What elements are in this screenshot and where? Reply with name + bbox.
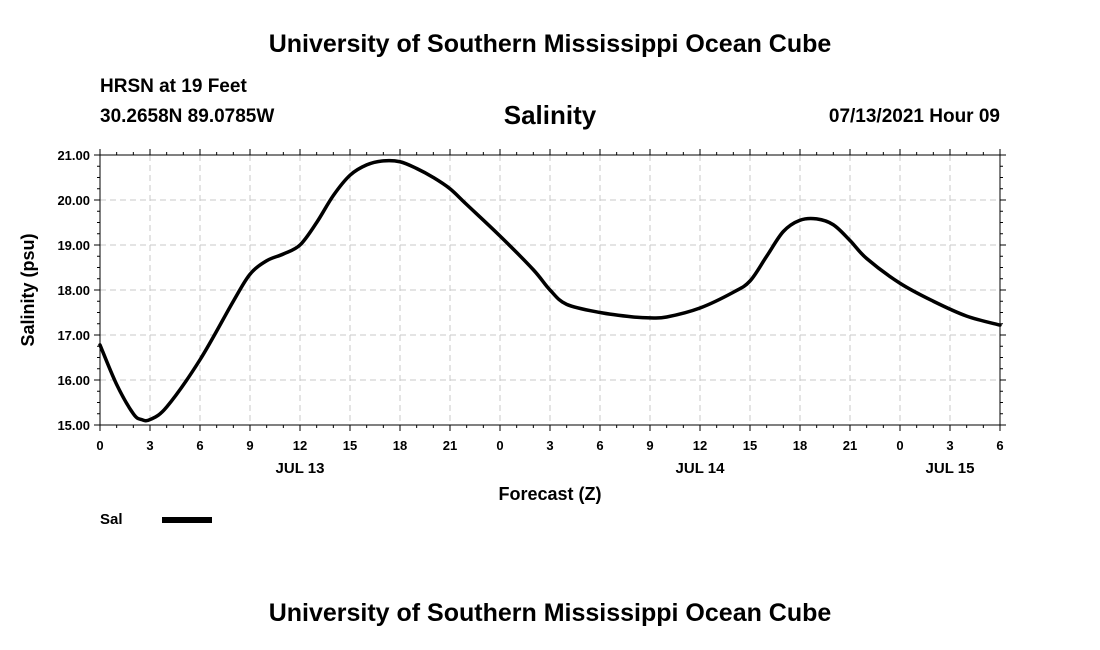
page-title: University of Southern Mississippi Ocean… (268, 30, 832, 58)
x-axis-label: Forecast (Z) (498, 484, 601, 504)
x-tick-label: 0 (96, 438, 103, 453)
y-tick-label: 20.00 (57, 193, 90, 208)
x-tick-label: 6 (996, 438, 1003, 453)
y-tick-label: 16.00 (57, 373, 90, 388)
axis-ticks: 0 3 6 9 12 15 18 21 0 3 6 9 12 15 18 21 0 3 6 15.00 16.00 17.… (57, 148, 1006, 477)
x-tick-label: 12 (293, 438, 307, 453)
legend-label: Sal (100, 511, 123, 528)
y-axis-label: Salinity (psu) (18, 233, 38, 346)
x-tick-label: 6 (596, 438, 603, 453)
y-tick-label: 19.00 (57, 238, 90, 253)
y-tick-label: 21.00 (57, 148, 90, 163)
x-tick-label: 12 (693, 438, 707, 453)
x-tick-label: 21 (443, 438, 457, 453)
footer-title: University of Southern Mississippi Ocean… (268, 599, 832, 627)
x-tick-label: 9 (646, 438, 653, 453)
x-tick-label: 0 (896, 438, 903, 453)
station-label: HRSN at 19 Feet (100, 76, 247, 97)
date-label: JUL 13 (276, 460, 325, 477)
timestamp-label: 07/13/2021 Hour 09 (828, 106, 1000, 127)
chart-title: Salinity (503, 100, 597, 130)
legend: Sal (100, 511, 212, 528)
x-tick-label: 18 (393, 438, 407, 453)
salinity-chart: 0 3 6 9 12 15 18 21 0 3 6 9 12 15 18 21 0 3 6 15.00 16.00 17.… (18, 148, 1006, 528)
x-tick-label: 18 (793, 438, 807, 453)
y-tick-label: 17.00 (57, 328, 90, 343)
x-tick-label: 6 (196, 438, 203, 453)
y-tick-label: 18.00 (57, 283, 90, 298)
date-label: JUL 15 (926, 460, 975, 477)
x-tick-label: 3 (546, 438, 553, 453)
x-tick-label: 0 (496, 438, 503, 453)
coordinates-label: 30.2658N 89.0785W (100, 106, 275, 127)
series-layer (98, 158, 1002, 423)
x-tick-label: 9 (246, 438, 253, 453)
y-tick-label: 15.00 (57, 418, 90, 433)
x-tick-label: 3 (946, 438, 953, 453)
x-tick-label: 15 (743, 438, 757, 453)
x-tick-label: 21 (843, 438, 857, 453)
x-tick-label: 3 (146, 438, 153, 453)
series-line-sal (98, 158, 1002, 423)
date-label: JUL 14 (676, 460, 726, 477)
x-tick-label: 15 (343, 438, 357, 453)
